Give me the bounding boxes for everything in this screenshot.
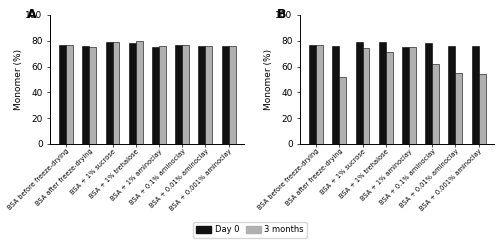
Text: B: B [277, 8, 286, 21]
Bar [182, 45, 189, 144]
Bar [356, 42, 362, 144]
Bar [402, 47, 409, 144]
Bar [106, 42, 112, 144]
Bar [478, 74, 486, 144]
Bar [222, 46, 228, 144]
Bar [66, 45, 73, 144]
Bar [386, 52, 392, 144]
Bar [175, 45, 182, 144]
Bar [379, 42, 386, 144]
Legend: Day 0, 3 months: Day 0, 3 months [193, 222, 307, 238]
Bar [340, 77, 346, 144]
Bar [136, 41, 142, 144]
Y-axis label: Monomer (%): Monomer (%) [264, 49, 272, 110]
Bar [332, 46, 340, 144]
Bar [59, 45, 66, 144]
Bar [112, 42, 119, 144]
Bar [425, 43, 432, 144]
Bar [362, 48, 370, 144]
Y-axis label: Monomer (%): Monomer (%) [14, 49, 22, 110]
Bar [309, 45, 316, 144]
Bar [409, 47, 416, 144]
Bar [90, 47, 96, 144]
Bar [198, 46, 205, 144]
Bar [206, 46, 212, 144]
Bar [152, 47, 159, 144]
Bar [129, 43, 136, 144]
Bar [316, 45, 323, 144]
Bar [82, 46, 89, 144]
Bar [432, 64, 439, 144]
Bar [448, 46, 456, 144]
Text: A: A [27, 8, 36, 21]
Bar [159, 46, 166, 144]
Bar [228, 46, 235, 144]
Bar [456, 73, 462, 144]
Bar [472, 46, 478, 144]
